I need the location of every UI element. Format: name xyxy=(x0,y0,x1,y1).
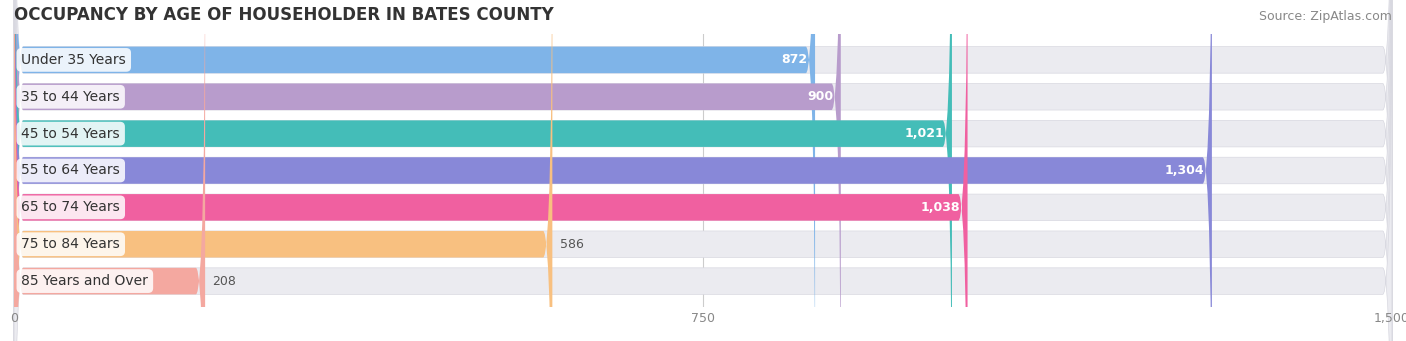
Text: 55 to 64 Years: 55 to 64 Years xyxy=(21,163,120,178)
FancyBboxPatch shape xyxy=(14,0,205,341)
FancyBboxPatch shape xyxy=(14,0,1392,341)
Text: 35 to 44 Years: 35 to 44 Years xyxy=(21,90,120,104)
Text: 1,021: 1,021 xyxy=(905,127,945,140)
Text: 85 Years and Over: 85 Years and Over xyxy=(21,274,148,288)
Text: 586: 586 xyxy=(560,238,583,251)
FancyBboxPatch shape xyxy=(14,0,1392,341)
FancyBboxPatch shape xyxy=(14,0,1392,341)
Text: 65 to 74 Years: 65 to 74 Years xyxy=(21,201,120,214)
FancyBboxPatch shape xyxy=(14,0,1392,341)
FancyBboxPatch shape xyxy=(14,0,1392,341)
FancyBboxPatch shape xyxy=(14,0,1212,341)
Text: OCCUPANCY BY AGE OF HOUSEHOLDER IN BATES COUNTY: OCCUPANCY BY AGE OF HOUSEHOLDER IN BATES… xyxy=(14,6,554,24)
Text: 900: 900 xyxy=(807,90,834,103)
FancyBboxPatch shape xyxy=(14,0,1392,341)
Text: 75 to 84 Years: 75 to 84 Years xyxy=(21,237,120,251)
FancyBboxPatch shape xyxy=(14,0,815,341)
Text: 45 to 54 Years: 45 to 54 Years xyxy=(21,127,120,140)
Text: Source: ZipAtlas.com: Source: ZipAtlas.com xyxy=(1258,10,1392,23)
FancyBboxPatch shape xyxy=(14,0,967,341)
FancyBboxPatch shape xyxy=(14,0,841,341)
Text: 1,038: 1,038 xyxy=(921,201,960,214)
Text: 1,304: 1,304 xyxy=(1166,164,1205,177)
FancyBboxPatch shape xyxy=(14,0,553,341)
FancyBboxPatch shape xyxy=(14,0,1392,341)
Text: 872: 872 xyxy=(782,54,807,66)
FancyBboxPatch shape xyxy=(14,0,952,341)
Text: 208: 208 xyxy=(212,275,236,287)
Text: Under 35 Years: Under 35 Years xyxy=(21,53,127,67)
